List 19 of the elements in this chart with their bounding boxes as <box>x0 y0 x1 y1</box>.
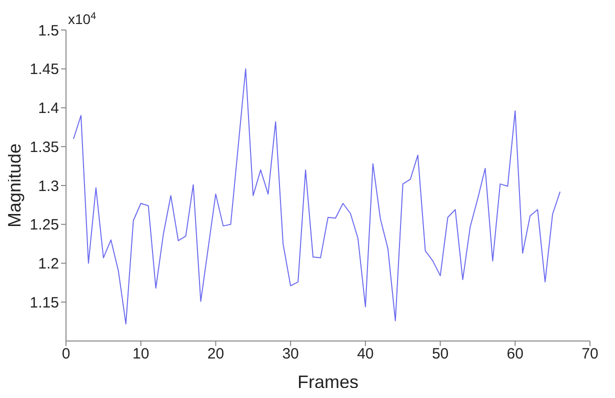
y-tick-label: 1.5 <box>38 22 59 40</box>
x-tick-label: 20 <box>207 346 224 363</box>
x-tick-label: 60 <box>506 346 524 363</box>
y-tick-label: 1.3 <box>38 178 59 195</box>
x-tick-label: 40 <box>357 346 374 363</box>
x-tick-label: 10 <box>132 346 150 363</box>
x-tick-label: 30 <box>282 346 299 363</box>
line-series <box>72 68 561 324</box>
x-axis-title: Frames <box>297 372 359 392</box>
x-tick-label: 70 <box>582 346 598 363</box>
y-tick-label: 1.4 <box>38 100 59 118</box>
y-tick-label: 1.45 <box>30 61 59 78</box>
y-tick-label: 1.35 <box>30 138 59 156</box>
text: x10$^{4}$ <box>68 10 97 27</box>
y-tick-label: 1.25 <box>30 216 59 234</box>
y-tick-label: 1.15 <box>30 294 59 312</box>
x-tick-label: 0 <box>62 346 70 363</box>
y-tick-label: 1.2 <box>38 256 59 273</box>
x-tick-label: 50 <box>432 346 449 363</box>
